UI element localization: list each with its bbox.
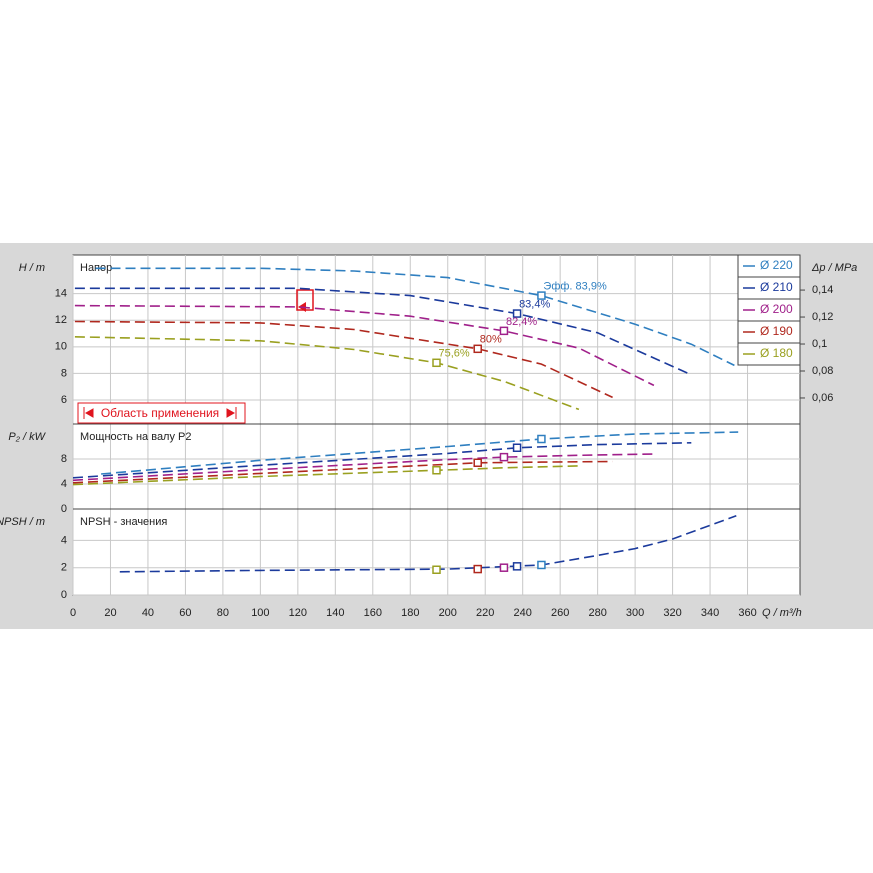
- x-tick-label: 320: [663, 607, 681, 619]
- y2-tick-label: 0,1: [812, 338, 827, 350]
- legend-label: Ø 220: [760, 258, 793, 272]
- legend-box: [737, 342, 801, 366]
- x-tick-label: 340: [701, 607, 719, 619]
- y-tick-label: 0: [61, 589, 67, 601]
- bep-marker: [512, 309, 522, 318]
- bep-marker: [432, 565, 441, 574]
- range-label-box: Область применения: [77, 402, 246, 424]
- legend-label: Ø 210: [760, 280, 793, 294]
- y-tick-label: 8: [61, 453, 67, 465]
- x-tick-label: 360: [738, 607, 756, 619]
- bep-marker: [537, 560, 546, 570]
- x-tick-label: 240: [514, 607, 532, 619]
- grid: [72, 255, 800, 596]
- bep-marker: [512, 562, 522, 571]
- efficiency-label: 80%: [480, 334, 502, 346]
- panel-title: Мощность на валу P2: [80, 431, 192, 443]
- y-tick-label: 12: [55, 314, 67, 326]
- legend-label: Ø 200: [760, 302, 793, 316]
- y-tick-label: 4: [61, 478, 67, 490]
- x-axis-label: Q / m³/h: [762, 607, 802, 619]
- x-tick-label: 100: [251, 607, 269, 619]
- bep-marker: [432, 358, 441, 368]
- x-tick-label: 200: [439, 607, 457, 619]
- bep-marker: [473, 344, 482, 354]
- y2-tick-label: 0,08: [812, 365, 833, 377]
- power-curve: [101, 431, 739, 475]
- bep-marker: [473, 458, 482, 467]
- power-curve: [72, 442, 692, 479]
- efficiency-label: Эфф. 83,9%: [543, 280, 607, 292]
- head-curve: [74, 304, 655, 387]
- x-tick-label: 300: [626, 607, 644, 619]
- head-curve: [74, 320, 613, 399]
- y2-tick-label: 0,06: [812, 392, 833, 404]
- x-tick-label: 160: [364, 607, 382, 619]
- x-tick-label: 180: [401, 607, 419, 619]
- bep-marker: [499, 326, 509, 336]
- x-tick-label: 0: [70, 607, 76, 619]
- y2-tick-label: 0,12: [812, 311, 833, 323]
- y-axis-label: P₂ / kW: [8, 431, 46, 443]
- bep-marker: [499, 563, 509, 572]
- x-tick-label: 120: [289, 607, 307, 619]
- efficiency-label: 75,6%: [439, 348, 470, 360]
- efficiency-label: 83,4%: [519, 298, 550, 310]
- x-tick-label: 20: [104, 607, 116, 619]
- bep-marker: [537, 434, 546, 444]
- y-tick-label: 0: [61, 503, 67, 515]
- x-tick-label: 280: [588, 607, 606, 619]
- panel-title: NPSH - значения: [80, 516, 167, 528]
- y2-axis-label: Δp / MPa: [811, 262, 857, 274]
- range-label: Область применения: [101, 406, 219, 420]
- y-tick-label: 8: [61, 367, 67, 379]
- y-tick-label: 4: [61, 534, 67, 546]
- y-tick-label: 10: [55, 341, 67, 353]
- efficiency-label: 82,4%: [506, 316, 537, 328]
- y-axis-label: H / m: [19, 262, 45, 274]
- npsh-curve: [119, 515, 737, 573]
- x-tick-label: 40: [142, 607, 154, 619]
- bep-marker: [537, 291, 546, 300]
- plot-area: [72, 254, 801, 596]
- y-axis-label: NPSH / m: [0, 516, 45, 528]
- legend-label: Ø 190: [760, 324, 793, 338]
- head-curve: [74, 287, 692, 376]
- head-curve: [74, 336, 580, 411]
- y-tick-label: 6: [61, 394, 67, 406]
- bep-marker: [432, 466, 441, 475]
- y-tick-label: 2: [61, 562, 67, 574]
- x-tick-label: 60: [179, 607, 191, 619]
- power-curve: [72, 453, 654, 482]
- legend-label: Ø 180: [760, 346, 793, 360]
- x-tick-label: 80: [217, 607, 229, 619]
- bep-marker: [473, 564, 482, 574]
- y2-tick-label: 0,14: [812, 284, 833, 296]
- bep-marker: [499, 452, 509, 462]
- x-tick-label: 220: [476, 607, 494, 619]
- bep-marker: [512, 443, 522, 452]
- x-tick-label: 140: [326, 607, 344, 619]
- y-tick-label: 14: [55, 287, 67, 299]
- head-curve: [95, 267, 735, 367]
- x-tick-label: 260: [551, 607, 569, 619]
